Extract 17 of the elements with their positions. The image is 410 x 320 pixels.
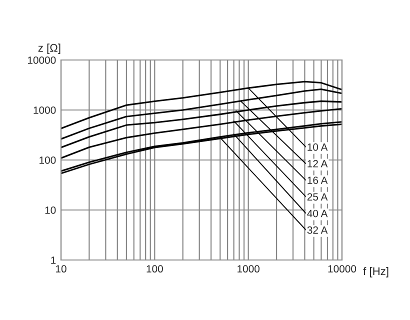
y-axis-title: z [Ω] bbox=[38, 44, 60, 54]
y-tick-label: 10000 bbox=[28, 56, 56, 64]
x-axis-title: f [Hz] bbox=[363, 267, 388, 278]
y-tick-label: 1 bbox=[51, 256, 56, 264]
x-tick-label: 100 bbox=[146, 265, 163, 273]
x-tick-label: 10000 bbox=[328, 265, 356, 273]
annotation: 32 A bbox=[307, 226, 328, 234]
annotation: 12 A bbox=[308, 160, 328, 168]
y-tick-label: 10 bbox=[45, 206, 56, 214]
y-tick-label: 100 bbox=[40, 156, 56, 164]
x-tick-label: 10 bbox=[56, 265, 66, 273]
y-tick-label: 1000 bbox=[34, 106, 56, 114]
annotation: 16 A bbox=[308, 176, 328, 184]
annotation: 40 A bbox=[307, 210, 328, 218]
annotation: 25 A bbox=[307, 193, 328, 201]
x-tick-label: 1000 bbox=[238, 265, 260, 273]
annotation: 10 A bbox=[308, 143, 328, 151]
